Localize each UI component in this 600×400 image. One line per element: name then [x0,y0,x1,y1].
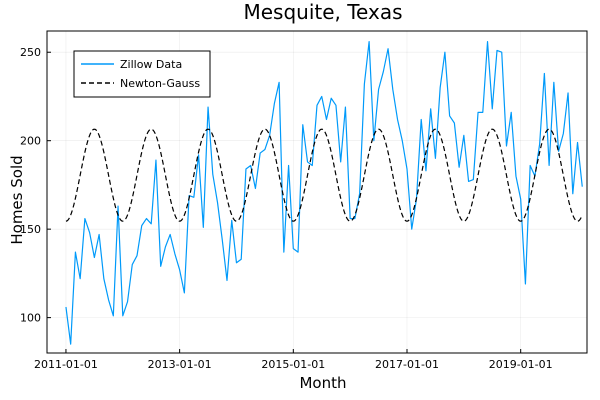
x-tick-label: 2015-01-01 [261,358,325,371]
y-tick-label: 200 [20,135,41,148]
series-zillow-data-line [65,41,583,345]
y-tick-label: 150 [20,223,41,236]
series-layer [65,41,583,345]
series-newton-gauss-line [65,128,583,222]
x-axis-label: Month [299,374,346,392]
y-tick-label: 100 [20,312,41,325]
x-tick-label: 2017-01-01 [375,358,439,371]
plot-frame [46,30,588,354]
legend-label-zillow-data: Zillow Data [120,58,182,71]
chart-title: Mesquite, Texas [243,0,402,24]
legend-label-newton-gauss: Newton-Gauss [120,77,200,90]
x-tick-label: 2019-01-01 [489,358,553,371]
y-axis-label: Homes Sold [8,155,26,244]
legend-box [73,50,211,98]
x-tick-label: 2011-01-01 [34,358,98,371]
legend: Zillow Data Newton-Gauss [73,50,211,98]
x-tick-label: 2013-01-01 [148,358,212,371]
ticks: 2011-01-01 2013-01-01 2015-01-01 2017-01-01… [20,46,553,371]
y-tick-label: 250 [20,46,41,59]
